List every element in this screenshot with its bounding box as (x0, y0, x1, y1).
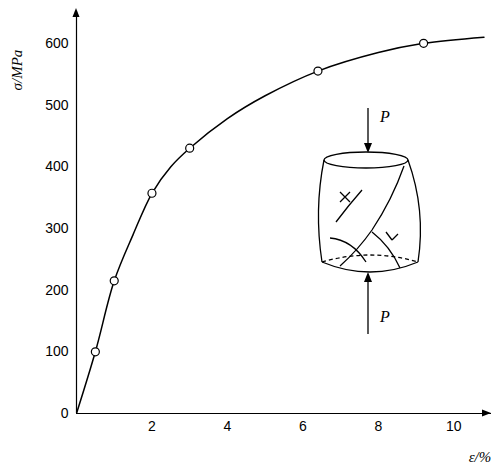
svg-text:10: 10 (446, 418, 462, 434)
svg-text:400: 400 (45, 158, 69, 174)
svg-text:8: 8 (374, 418, 382, 434)
svg-text:ε/%: ε/% (469, 449, 492, 465)
svg-text:0: 0 (61, 405, 69, 421)
svg-text:σ/MPa: σ/MPa (9, 50, 25, 91)
svg-text:500: 500 (45, 97, 69, 113)
svg-text:300: 300 (45, 220, 69, 236)
svg-text:600: 600 (45, 35, 69, 51)
svg-text:200: 200 (45, 282, 69, 298)
svg-text:P: P (379, 108, 390, 125)
svg-text:2: 2 (148, 418, 156, 434)
svg-text:P: P (379, 308, 390, 325)
svg-text:6: 6 (299, 418, 307, 434)
svg-text:100: 100 (45, 343, 69, 359)
svg-text:4: 4 (224, 418, 232, 434)
